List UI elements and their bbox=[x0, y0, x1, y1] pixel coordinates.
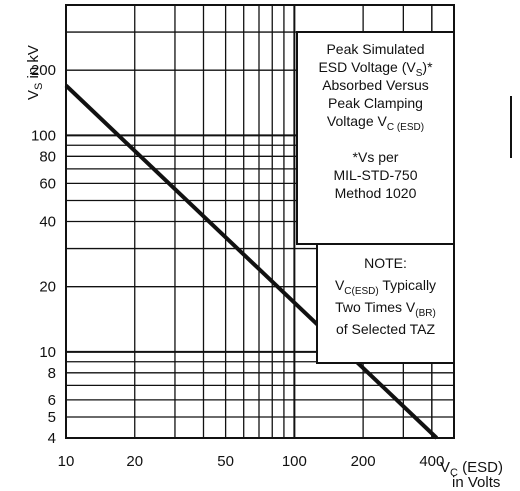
x-tick-label: 10 bbox=[58, 453, 75, 470]
edge-bar bbox=[510, 96, 512, 158]
annotation-spacer bbox=[298, 130, 453, 148]
note-box: NOTE: VC(ESD) Typically Two Times V(BR) … bbox=[316, 243, 455, 364]
x-tick-label: 100 bbox=[282, 453, 307, 470]
note-line-3: of Selected TAZ bbox=[335, 321, 436, 337]
x-axis-title-line2: in Volts bbox=[452, 474, 500, 491]
x-axis-title-main: V bbox=[440, 459, 450, 476]
x-tick-labels: 10 20 50 100 200 400 bbox=[58, 453, 445, 470]
annotation-line-2: ESD Voltage (VS)* bbox=[318, 59, 433, 79]
note-title: NOTE: bbox=[364, 255, 407, 271]
annotation-line-3: Absorbed Versus bbox=[322, 77, 429, 93]
annotation-box: Peak Simulated ESD Voltage (VS)* Absorbe… bbox=[296, 31, 455, 245]
y-axis-title-sub: S bbox=[33, 83, 45, 90]
x-axis-title-rest: (ESD) bbox=[458, 459, 503, 476]
y-tick-label: 6 bbox=[48, 392, 56, 409]
y-tick-label: 80 bbox=[39, 148, 56, 165]
y-tick-label: 60 bbox=[39, 175, 56, 192]
x-tick-label: 400 bbox=[419, 453, 444, 470]
series-layer bbox=[64, 84, 439, 440]
x-tick-label: 20 bbox=[126, 453, 143, 470]
y-axis-title-rest: in kV bbox=[25, 45, 42, 83]
x-tick-label: 50 bbox=[217, 453, 234, 470]
y-tick-label: 10 bbox=[39, 344, 56, 361]
note-line-2: Two Times V(BR) bbox=[335, 299, 436, 319]
y-tick-label: 5 bbox=[48, 409, 56, 426]
y-tick-label: 4 bbox=[48, 430, 56, 447]
y-axis-title: VS in kV bbox=[25, 45, 45, 100]
series-line bbox=[64, 84, 439, 440]
annotation-line-7: MIL-STD-750 bbox=[333, 167, 418, 183]
x-axis-title-sub: C bbox=[450, 467, 458, 479]
annotation-line-5: Voltage VC (ESD) bbox=[326, 113, 425, 133]
y-tick-label: 200 bbox=[31, 62, 56, 79]
y-tick-label: 100 bbox=[31, 127, 56, 144]
annotation-line-6: *Vs per bbox=[352, 149, 399, 165]
y-axis-title-main: V bbox=[25, 90, 42, 100]
annotation-line-4: Peak Clamping bbox=[328, 95, 423, 111]
y-tick-label: 40 bbox=[39, 214, 56, 231]
annotation-line-8: Method 1020 bbox=[334, 185, 417, 201]
x-tick-label: 200 bbox=[351, 453, 376, 470]
x-axis-title: VC (ESD) bbox=[440, 459, 503, 479]
y-tick-label: 8 bbox=[48, 365, 56, 382]
y-tick-labels: 200 100 80 60 40 20 10 8 65 4 bbox=[31, 62, 56, 447]
y-tick-label: 20 bbox=[39, 279, 56, 296]
annotation-line-1: Peak Simulated bbox=[326, 41, 425, 57]
note-line-1: VC(ESD) Typically bbox=[334, 277, 437, 297]
